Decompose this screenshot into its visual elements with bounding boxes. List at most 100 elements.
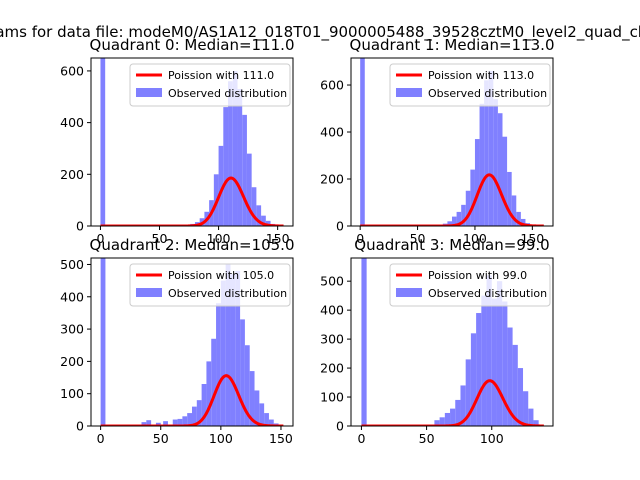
histogram-bar [228, 81, 233, 226]
histogram-bar [220, 280, 226, 426]
subplot-title: Quadrant 1: Median=113.0 [350, 36, 555, 54]
histogram-bar [476, 313, 482, 426]
y-tick-label: 400 [320, 303, 344, 318]
histogram-bar [488, 70, 494, 226]
histogram-bar [196, 400, 202, 426]
histogram-bar [100, 258, 106, 426]
x-tick-label: 50 [419, 431, 435, 446]
subplot-title: Quadrant 0: Median=111.0 [90, 36, 295, 54]
y-tick-label: 500 [320, 274, 344, 289]
legend-label-observed: Observed distribution [168, 87, 287, 100]
histogram-bar [450, 408, 456, 426]
legend: Poission with 111.0 Observed distribution [129, 63, 291, 107]
histogram-bar [497, 113, 503, 226]
histogram-bar [484, 80, 489, 226]
y-tick-label: 0 [336, 219, 344, 234]
histogram-bar [361, 258, 367, 426]
legend-bar-swatch [396, 88, 422, 97]
histogram-bar [225, 264, 231, 426]
histogram-bar [479, 103, 485, 226]
y-tick-label: 300 [320, 332, 344, 347]
histogram-bar [520, 218, 526, 226]
histogram-bar [163, 421, 168, 426]
histogram-bar [491, 298, 497, 426]
histogram-bar [528, 408, 534, 426]
x-tick-label: 150 [520, 231, 544, 246]
x-tick-label: 0 [357, 431, 365, 446]
x-tick-label: 50 [410, 231, 426, 246]
histogram-bar [452, 216, 457, 226]
y-tick-label: 200 [320, 172, 344, 187]
histogram-bar [192, 406, 197, 426]
legend-label-observed: Observed distribution [428, 87, 547, 100]
histogram-bar [249, 371, 255, 426]
histogram-bar [246, 153, 252, 226]
histogram-bar [516, 211, 521, 226]
histogram-bar [474, 139, 480, 226]
histogram-bar [502, 301, 508, 426]
histogram-bar [254, 390, 260, 426]
legend-box [389, 263, 551, 307]
histogram-bar [155, 422, 161, 426]
x-tick-label: 100 [480, 431, 504, 446]
histogram-bar [517, 368, 524, 426]
y-tick-label: 400 [60, 289, 84, 304]
histogram-bar [251, 187, 257, 226]
histogram-bar [502, 136, 508, 226]
axes-frame [90, 257, 294, 427]
legend-bar-swatch [396, 288, 422, 297]
subplot-quadrant-3: Quadrant 3: Median=99.0 0 50 100 0 100 200 300… [320, 236, 554, 446]
x-tick-label: 0 [356, 231, 364, 246]
histogram-bar [182, 416, 188, 426]
histogram-bar [242, 114, 247, 226]
legend-label-fit: Poission with 105.0 [168, 269, 274, 282]
x-tick-label: 50 [153, 431, 169, 446]
subplot-quadrant-0: Quadrant 0: Median=111.0 0 50 100 150 0 200 40… [60, 36, 294, 246]
axes-frame [350, 257, 554, 427]
histogram-bar [230, 274, 236, 426]
histogram-bar [237, 89, 243, 226]
histogram-bar [256, 205, 262, 226]
subplot-quadrant-1: Quadrant 1: Median=113.0 0 50 100 150 0 200 40… [320, 36, 554, 246]
histogram-bar [439, 417, 445, 426]
histogram-bar [259, 403, 265, 426]
histogram-bar [201, 384, 207, 426]
legend: Poission with 105.0 Observed distribution [129, 263, 291, 307]
histogram-bar [177, 418, 183, 426]
histogram-bar [470, 333, 477, 426]
x-tick-label: 150 [266, 231, 290, 246]
histogram-bar [455, 399, 461, 426]
histogram-bar [172, 419, 178, 426]
poisson-fit-line [99, 374, 285, 426]
histogram-bar [461, 204, 466, 226]
histogram-bar [265, 220, 271, 226]
y-tick-label: 500 [60, 257, 84, 272]
legend: Poission with 113.0 Observed distribution [389, 63, 551, 107]
y-tick-label: 100 [320, 390, 344, 405]
histogram-bar [206, 361, 212, 426]
y-tick-label: 400 [320, 125, 344, 140]
histogram-bar [434, 420, 440, 426]
legend-bar-swatch [136, 288, 162, 297]
histogram-bar [216, 303, 221, 426]
histogram-bar [447, 221, 452, 226]
legend-label-observed: Observed distribution [428, 287, 547, 300]
histogram-bar [456, 211, 462, 226]
histogram-bar [187, 413, 192, 426]
subplot-title: Quadrant 2: Median=105.0 [90, 236, 295, 254]
histogram-bar [141, 422, 147, 426]
axes-frame [90, 57, 294, 227]
legend-label-fit: Poission with 111.0 [168, 69, 274, 82]
histogram-bar [232, 70, 238, 226]
legend-box [129, 63, 291, 107]
histogram-bar [507, 327, 513, 426]
histogram-bar [360, 58, 365, 226]
legend-label-fit: Poission with 99.0 [428, 269, 527, 282]
figure-suptitle: Histograms for data file: modeM0/AS1A12_… [0, 23, 640, 42]
histogram-bar [511, 195, 517, 226]
histogram-bar [493, 99, 498, 226]
subplot-title: Quadrant 3: Median=99.0 [354, 236, 549, 254]
histogram-bar [460, 385, 466, 426]
histogram-bar [470, 169, 475, 226]
